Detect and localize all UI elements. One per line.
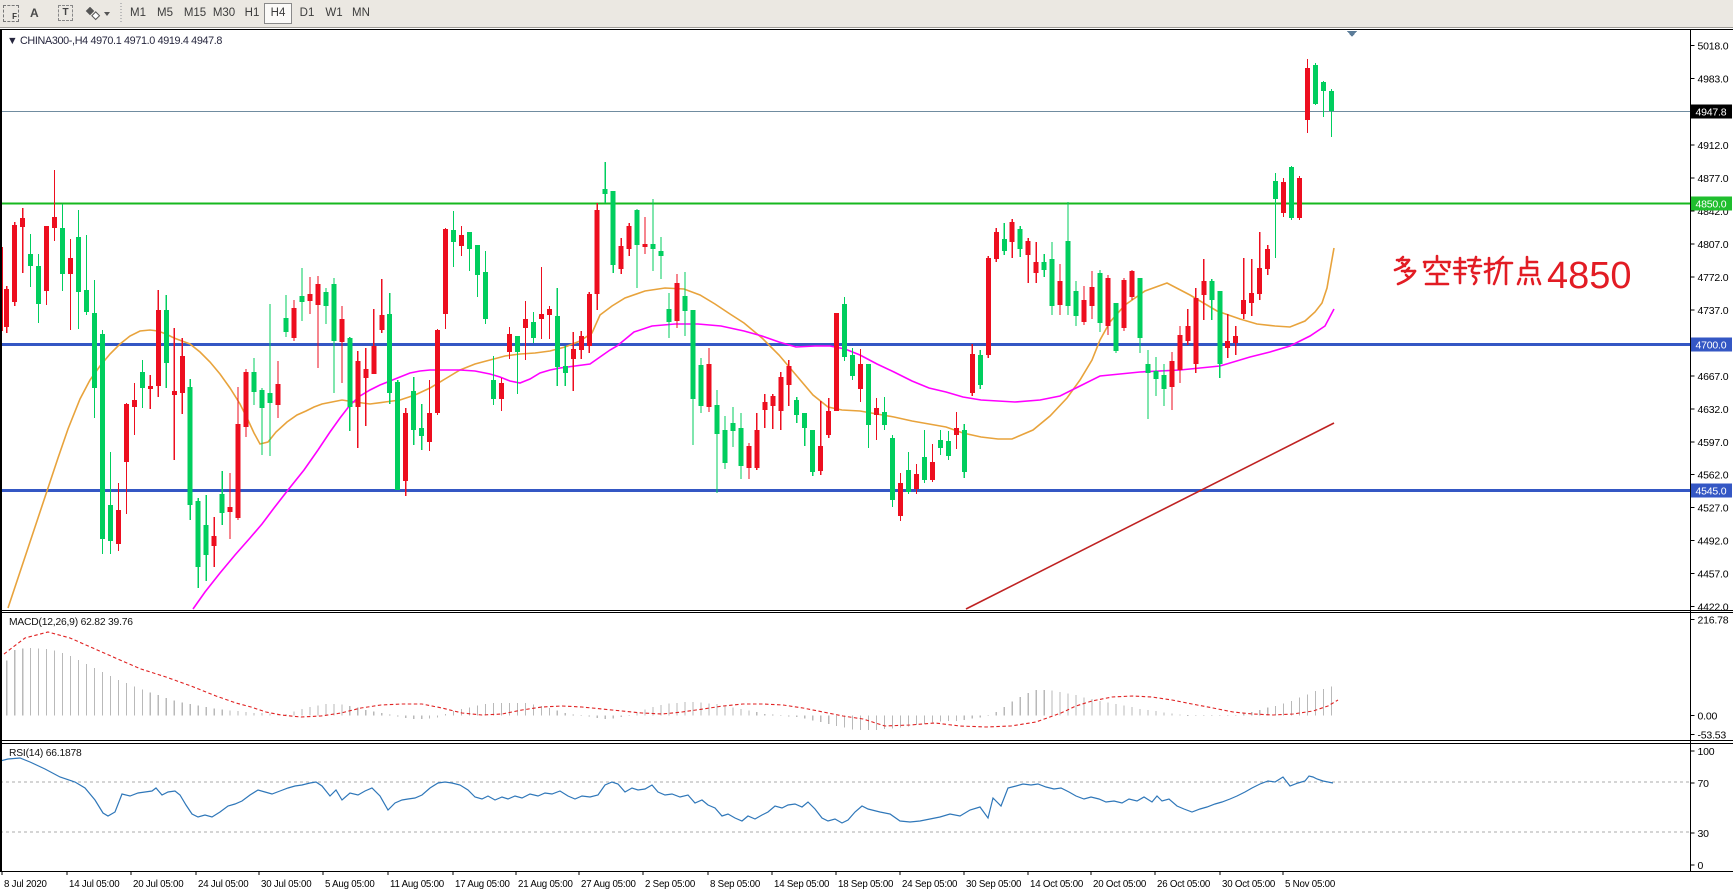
svg-text:216.78: 216.78 bbox=[1698, 615, 1729, 627]
svg-text:4527.0: 4527.0 bbox=[1698, 503, 1729, 515]
svg-text:4807.0: 4807.0 bbox=[1698, 239, 1729, 251]
svg-text:100: 100 bbox=[1698, 746, 1715, 758]
svg-text:4700.0: 4700.0 bbox=[1696, 340, 1727, 352]
svg-text:4422.0: 4422.0 bbox=[1698, 602, 1729, 614]
svg-text:▼ CHINA300-,H4 4970.1 4971.0: ▼ CHINA300-,H4 4970.1 4971.0 4919.4 4947… bbox=[7, 35, 222, 47]
svg-text:4877.0: 4877.0 bbox=[1698, 173, 1729, 185]
svg-text:-53.53: -53.53 bbox=[1698, 730, 1727, 742]
svg-text:5 Nov 05:00: 5 Nov 05:00 bbox=[1285, 879, 1336, 890]
svg-text:4667.0: 4667.0 bbox=[1698, 371, 1729, 383]
svg-text:14 Jul 05:00: 14 Jul 05:00 bbox=[69, 879, 120, 890]
svg-text:4850: 4850 bbox=[1547, 255, 1632, 297]
svg-text:24 Sep 05:00: 24 Sep 05:00 bbox=[902, 879, 958, 890]
svg-text:RSI(14) 66.1878: RSI(14) 66.1878 bbox=[9, 748, 82, 759]
svg-text:30 Jul 05:00: 30 Jul 05:00 bbox=[261, 879, 312, 890]
svg-text:20 Oct 05:00: 20 Oct 05:00 bbox=[1093, 879, 1147, 890]
svg-text:4597.0: 4597.0 bbox=[1698, 437, 1729, 449]
svg-text:4457.0: 4457.0 bbox=[1698, 569, 1729, 581]
svg-text:0.00: 0.00 bbox=[1698, 710, 1718, 722]
svg-text:4545.0: 4545.0 bbox=[1696, 486, 1727, 498]
svg-text:8 Sep 05:00: 8 Sep 05:00 bbox=[710, 879, 761, 890]
svg-text:11 Aug 05:00: 11 Aug 05:00 bbox=[390, 879, 445, 890]
svg-text:4562.0: 4562.0 bbox=[1698, 470, 1729, 482]
svg-text:5018.0: 5018.0 bbox=[1698, 40, 1729, 52]
svg-text:0: 0 bbox=[1698, 860, 1704, 872]
svg-text:17 Aug 05:00: 17 Aug 05:00 bbox=[455, 879, 511, 890]
svg-text:4772.0: 4772.0 bbox=[1698, 272, 1729, 284]
svg-text:4983.0: 4983.0 bbox=[1698, 73, 1729, 85]
svg-text:4492.0: 4492.0 bbox=[1698, 536, 1729, 548]
svg-text:8 Jul 2020: 8 Jul 2020 bbox=[4, 879, 48, 890]
svg-text:26 Oct 05:00: 26 Oct 05:00 bbox=[1157, 879, 1211, 890]
svg-text:30 Sep 05:00: 30 Sep 05:00 bbox=[966, 879, 1022, 890]
svg-text:14 Sep 05:00: 14 Sep 05:00 bbox=[774, 879, 830, 890]
svg-text:MACD(12,26,9) 62.82 39.76: MACD(12,26,9) 62.82 39.76 bbox=[9, 617, 133, 628]
svg-text:30 Oct 05:00: 30 Oct 05:00 bbox=[1222, 879, 1276, 890]
svg-text:5 Aug 05:00: 5 Aug 05:00 bbox=[325, 879, 375, 890]
svg-text:4912.0: 4912.0 bbox=[1698, 140, 1729, 152]
svg-text:24 Jul 05:00: 24 Jul 05:00 bbox=[198, 879, 249, 890]
svg-text:30: 30 bbox=[1698, 828, 1710, 840]
svg-text:20 Jul 05:00: 20 Jul 05:00 bbox=[133, 879, 184, 890]
svg-text:4947.8: 4947.8 bbox=[1696, 107, 1727, 119]
svg-text:4850.0: 4850.0 bbox=[1696, 199, 1727, 211]
svg-text:4632.0: 4632.0 bbox=[1698, 404, 1729, 416]
svg-text:4737.0: 4737.0 bbox=[1698, 305, 1729, 317]
svg-text:14 Oct 05:00: 14 Oct 05:00 bbox=[1030, 879, 1084, 890]
svg-text:27 Aug 05:00: 27 Aug 05:00 bbox=[581, 879, 637, 890]
svg-text:21 Aug 05:00: 21 Aug 05:00 bbox=[518, 879, 574, 890]
svg-text:18 Sep 05:00: 18 Sep 05:00 bbox=[838, 879, 894, 890]
svg-text:2 Sep 05:00: 2 Sep 05:00 bbox=[645, 879, 696, 890]
svg-text:70: 70 bbox=[1698, 778, 1710, 790]
